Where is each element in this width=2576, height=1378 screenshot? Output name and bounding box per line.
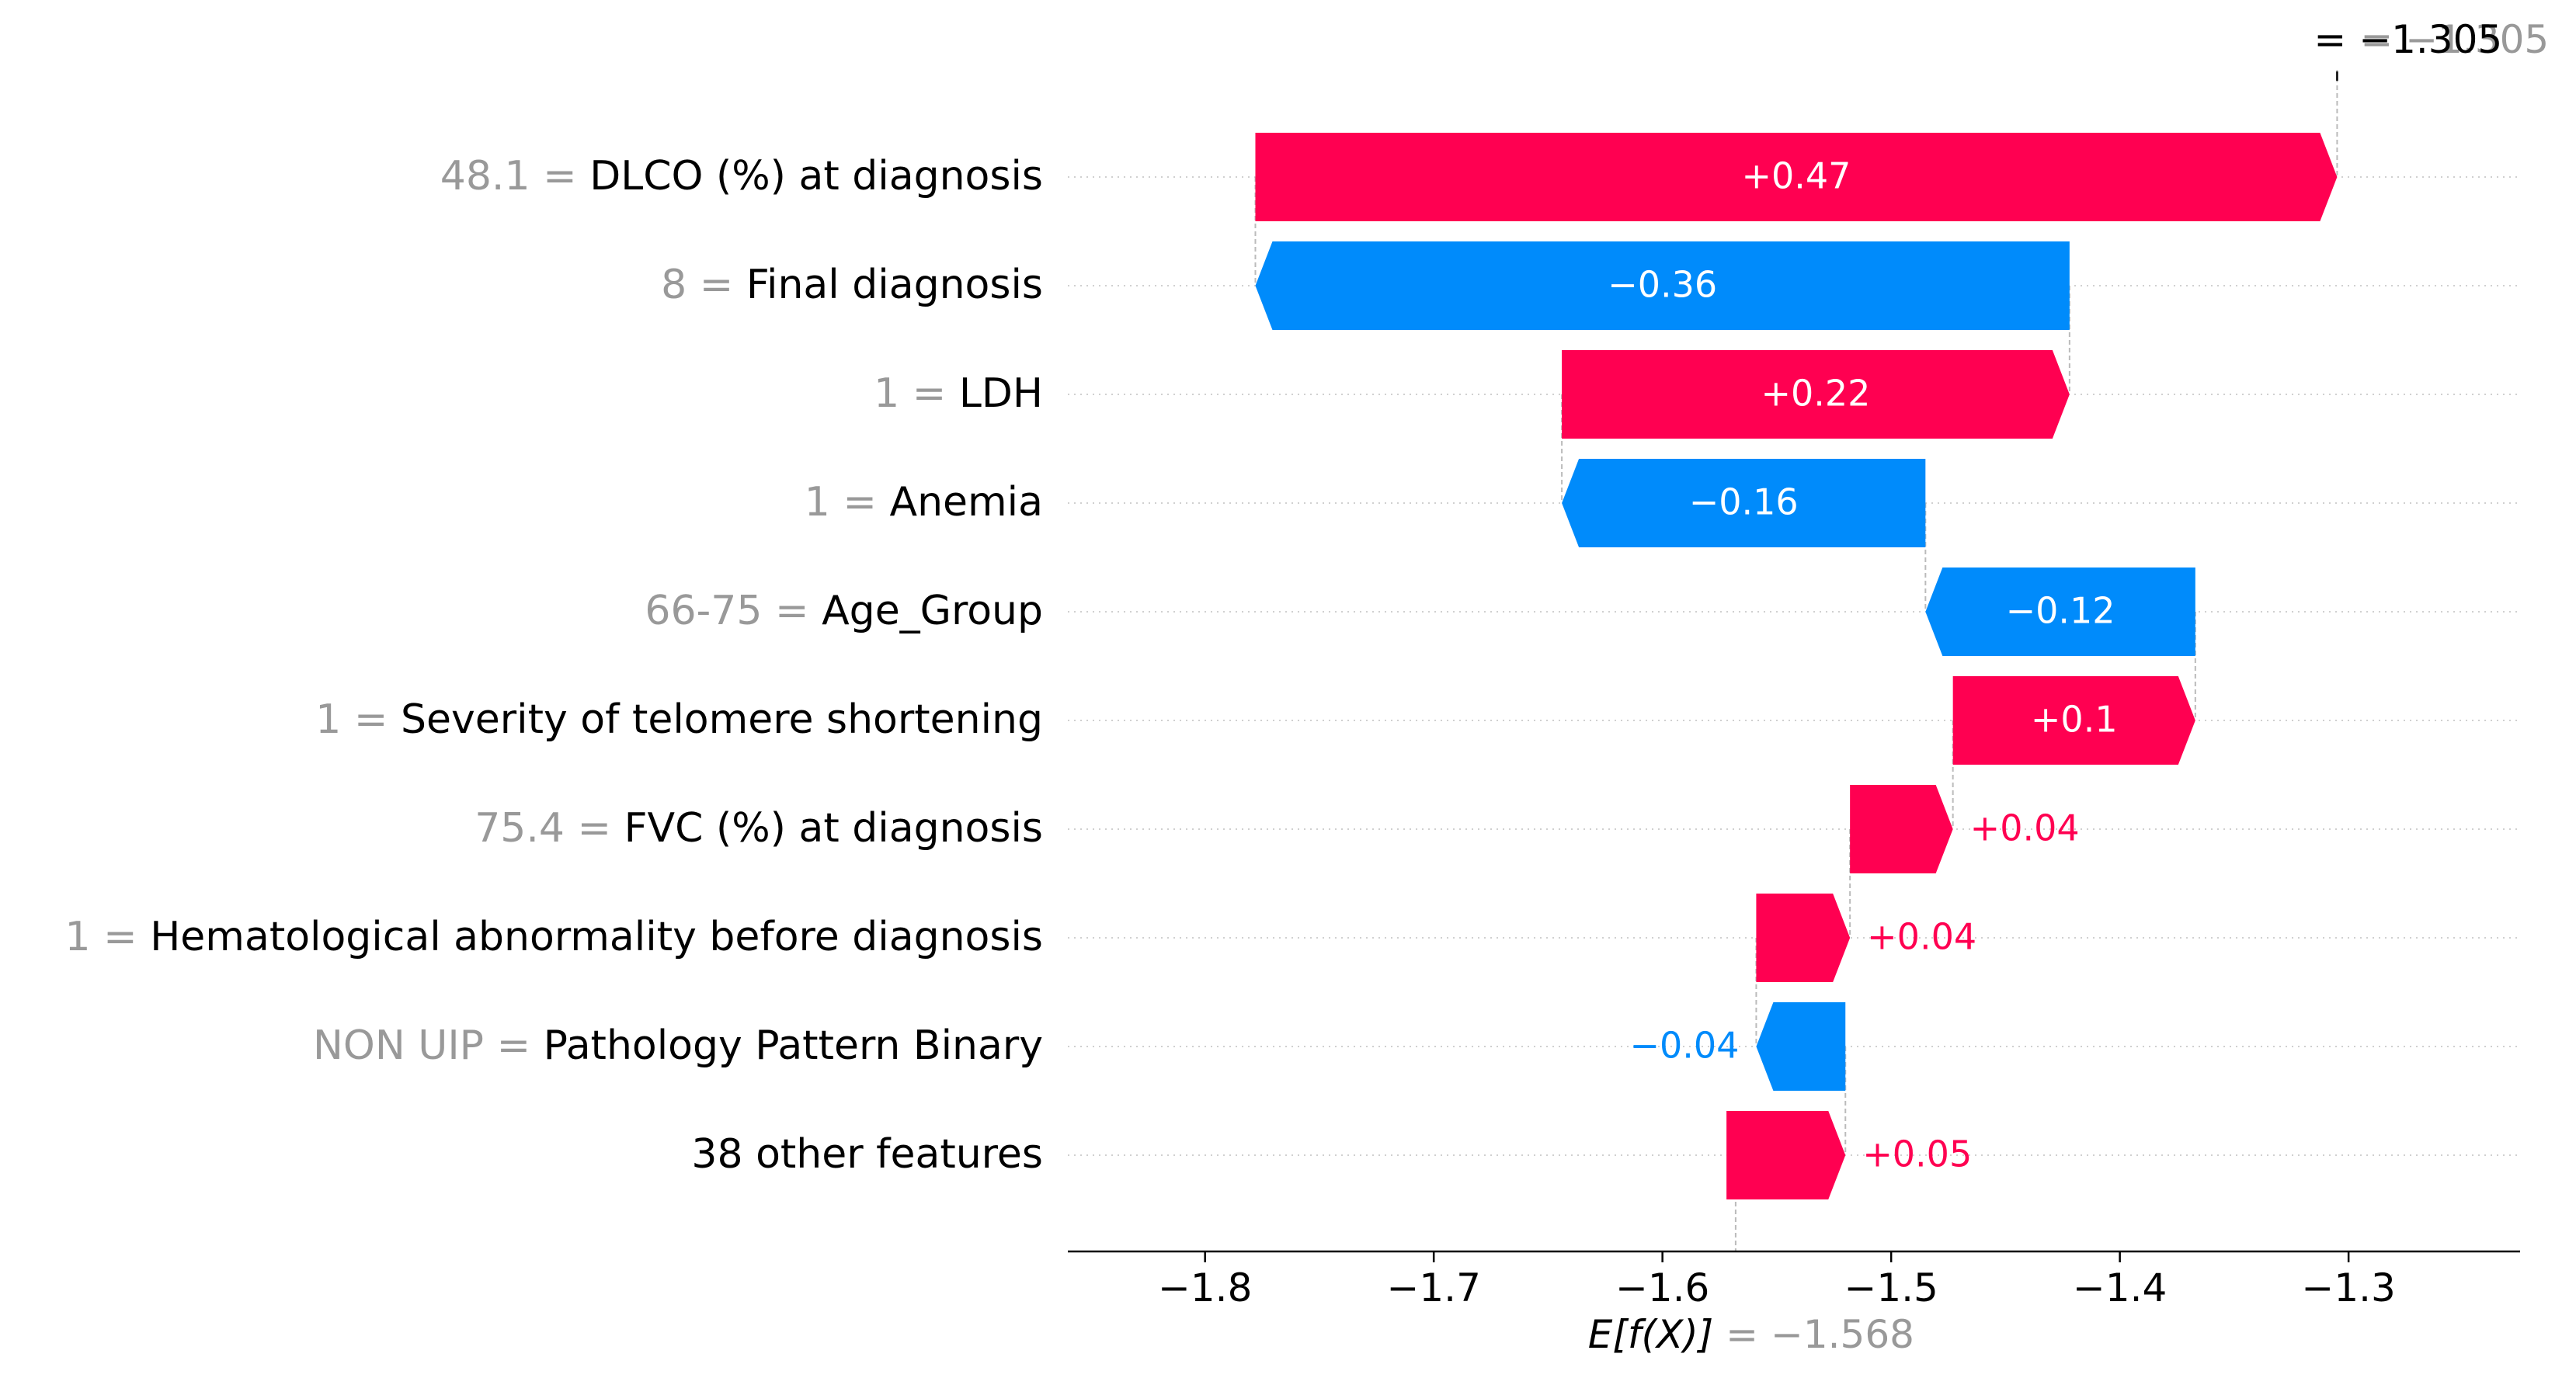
feature-name: FVC (%) at diagnosis — [624, 805, 1043, 852]
feature-name: 38 other features — [691, 1131, 1043, 1178]
feature-label: 8 = Final diagnosis — [661, 262, 1043, 308]
bar-value-labels: +0.47 −0.36 +0.22 −0.16 −0.12 +0.1 +0.04 +0.04 −… — [1608, 155, 2117, 1175]
bar-value-label: +0.04 — [1867, 916, 1976, 958]
bar-value-label: −0.36 — [1608, 264, 1717, 306]
feature-label: 38 other features — [691, 1131, 1043, 1178]
feature-value: 66-75 = — [645, 588, 822, 634]
feature-value: NON UIP = — [313, 1022, 544, 1069]
x-tick-label: −1.4 — [2073, 1265, 2167, 1310]
bar-value-label: −0.16 — [1689, 481, 1799, 523]
feature-name: Severity of telomere shortening — [401, 696, 1043, 743]
feature-value: 1 = — [315, 696, 401, 743]
feature-name: Final diagnosis — [746, 262, 1043, 308]
bar-positive — [1255, 133, 2338, 221]
x-axis: −1.8 −1.7 −1.6 −1.5 −1.4 −1.3 — [1068, 1250, 2520, 1310]
bar-value-label: +0.22 — [1761, 373, 1870, 415]
feature-value: 8 = — [661, 262, 746, 308]
feature-value: 75.4 = — [475, 805, 624, 852]
x-tick-label: −1.6 — [1615, 1265, 1709, 1310]
feature-label: 75.4 = FVC (%) at diagnosis — [475, 805, 1043, 852]
bar-positive — [1562, 350, 2070, 439]
feature-value: 1 = — [64, 914, 150, 960]
output-value-label: = −1.305 — [2314, 17, 2502, 62]
bar-value-label: +0.05 — [1862, 1133, 1972, 1175]
bar-value-label: −0.04 — [1629, 1025, 1739, 1067]
feature-label: 1 = Hematological abnormality before dia… — [64, 914, 1043, 960]
feature-name: DLCO (%) at diagnosis — [589, 153, 1043, 200]
bar-positive — [1850, 785, 1953, 873]
bar-value-label: +0.47 — [1741, 155, 1851, 197]
feature-value: 48.1 = — [440, 153, 589, 200]
feature-value: 1 = — [805, 479, 890, 526]
x-tick-label: −1.5 — [1844, 1265, 1938, 1310]
bar-negative — [1255, 241, 2070, 330]
x-tick-label: −1.8 — [1158, 1265, 1252, 1310]
base-value-number: = −1.568 — [1726, 1312, 1914, 1357]
feature-label: 48.1 = DLCO (%) at diagnosis — [440, 153, 1043, 200]
feature-name: LDH — [959, 370, 1043, 417]
feature-label: 1 = Anemia — [805, 479, 1043, 526]
feature-labels: 48.1 = DLCO (%) at diagnosis 8 = Final di… — [64, 153, 1043, 1178]
bar-positive — [1756, 894, 1851, 982]
annotations: E[f(X)] = −1.568 = −1.305= −1.305 — [1588, 17, 2549, 1357]
bar-positive — [1952, 676, 2195, 765]
feature-label: 1 = LDH — [874, 370, 1043, 417]
bar-value-label: +0.1 — [2031, 699, 2118, 741]
feature-label: NON UIP = Pathology Pattern Binary — [313, 1022, 1043, 1069]
output-value-faded-label: = −1.305 — [2360, 17, 2549, 62]
feature-name: Age_Group — [822, 588, 1043, 634]
base-value-prefix: E[f(X)] — [1588, 1312, 1726, 1357]
bar-negative — [1756, 1002, 1846, 1091]
bar-negative — [1562, 459, 1926, 547]
bars — [1255, 133, 2338, 1199]
feature-label: 1 = Severity of telomere shortening — [315, 696, 1043, 743]
feature-name: Hematological abnormality before diagnos… — [150, 914, 1043, 960]
feature-name: Pathology Pattern Binary — [544, 1022, 1043, 1069]
bar-negative — [1925, 568, 2195, 656]
x-tick-label: −1.7 — [1386, 1265, 1480, 1310]
feature-name: Anemia — [890, 479, 1044, 526]
bar-positive — [1726, 1111, 1846, 1199]
bar-value-label: +0.04 — [1970, 807, 2080, 849]
base-value-label: E[f(X)] = −1.568 — [1588, 1312, 1914, 1357]
bar-value-label: −0.12 — [2006, 590, 2115, 632]
feature-value: 1 = — [874, 370, 959, 417]
x-tick-label: −1.3 — [2301, 1265, 2395, 1310]
feature-label: 66-75 = Age_Group — [645, 588, 1043, 634]
